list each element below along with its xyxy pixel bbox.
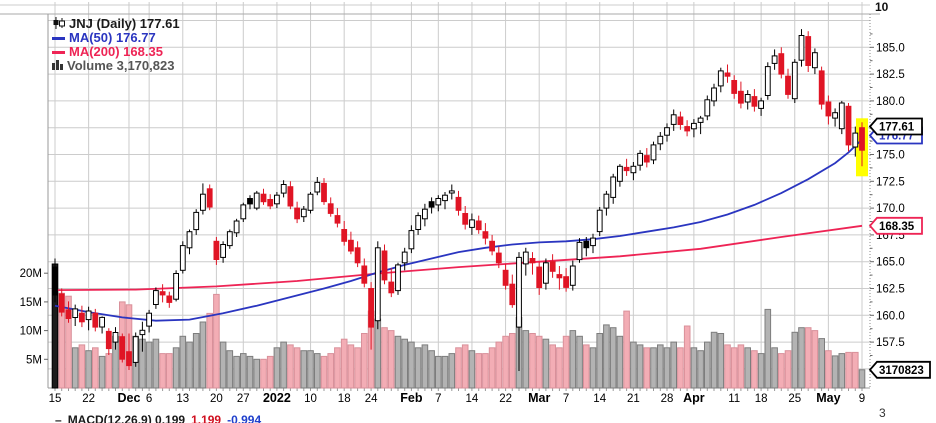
ma50-line (54, 138, 863, 322)
ma50-line-swatch (52, 36, 65, 40)
svg-text:172.5: 172.5 (876, 176, 905, 188)
ma50-legend-row: MA(50) 176.77 (52, 31, 180, 45)
svg-text:170.0: 170.0 (876, 203, 905, 215)
volume-axis: 20M 15M 10M 5M (20, 268, 48, 366)
macd-line-swatch: – (55, 413, 62, 423)
chart-legend: JNJ (Daily) 177.61 MA(50) 176.77 MA(200)… (52, 16, 180, 73)
price-axis: 185.0182.5180.0177.5175.0172.5170.0167.5… (870, 33, 905, 376)
candles (52, 29, 865, 371)
svg-text:160.0: 160.0 (876, 310, 905, 322)
svg-text:6: 6 (146, 393, 152, 405)
svg-text:May: May (816, 391, 840, 405)
svg-text:21: 21 (627, 393, 640, 405)
clipped-upper-pane-label: 10 (875, 0, 889, 14)
svg-text:9: 9 (859, 393, 865, 405)
svg-text:15M: 15M (20, 297, 42, 309)
macd-value-blue: -0.994 (227, 413, 262, 423)
svg-text:Mar: Mar (528, 391, 550, 405)
svg-text:25: 25 (788, 393, 801, 405)
volume-label: Volume 3,170,823 (67, 58, 175, 73)
volume-bars-icon (52, 59, 64, 73)
ma200-line-swatch (52, 50, 65, 54)
svg-text:165.0: 165.0 (876, 257, 905, 269)
svg-text:14: 14 (593, 393, 606, 405)
svg-text:14: 14 (466, 393, 479, 405)
ma200-label: MA(200) 168.35 (69, 44, 163, 59)
svg-text:20: 20 (210, 393, 223, 405)
svg-text:11: 11 (728, 393, 740, 405)
ma200-price-callout: 168.35 (868, 216, 923, 235)
ma200-legend-row: MA(200) 168.35 (52, 45, 180, 59)
svg-text:180.0: 180.0 (876, 96, 905, 108)
svg-text:157.5: 157.5 (876, 337, 905, 349)
ma50-label: MA(50) 176.77 (69, 30, 156, 45)
macd-label: MACD(12,26,9) 0.199 (67, 413, 186, 423)
svg-text:Feb: Feb (400, 391, 423, 405)
volume-legend-row: Volume 3,170,823 (52, 59, 180, 73)
svg-text:24: 24 (365, 393, 378, 405)
volume-callout: 3170823 (868, 360, 931, 379)
svg-text:10: 10 (304, 393, 317, 405)
svg-text:5M: 5M (26, 354, 42, 366)
svg-text:13: 13 (176, 393, 189, 405)
svg-text:177.61: 177.61 (879, 122, 915, 134)
macd-value-red: 1.199 (191, 413, 222, 423)
date-axis: 15 22 Dec 6 13 20 27 2022 10 18 24 Feb 7 14 22 Mar 7 14 21… (49, 391, 866, 405)
svg-text:28: 28 (661, 393, 674, 405)
svg-text:18: 18 (755, 393, 768, 405)
clipped-lower-pane-label: 3 (879, 406, 886, 420)
svg-text:18: 18 (338, 393, 351, 405)
svg-text:Dec: Dec (118, 391, 141, 405)
svg-text:27: 27 (237, 393, 250, 405)
macd-legend-clipped: – MACD(12,26,9) 0.199 1.199 -0.994 (55, 413, 267, 423)
svg-text:22: 22 (499, 393, 512, 405)
svg-text:7: 7 (563, 393, 569, 405)
symbol-title: JNJ (Daily) 177.61 (69, 16, 180, 31)
svg-text:22: 22 (82, 393, 95, 405)
candlestick-icon (52, 16, 66, 32)
last-price-callout: 177.61 (868, 117, 923, 136)
svg-text:10M: 10M (20, 326, 42, 338)
svg-text:Apr: Apr (683, 391, 705, 405)
ma200-line (54, 224, 863, 291)
svg-text:162.5: 162.5 (876, 284, 905, 296)
svg-text:182.5: 182.5 (876, 69, 905, 81)
svg-text:185.0: 185.0 (876, 42, 905, 54)
symbol-legend-row: JNJ (Daily) 177.61 (52, 16, 180, 32)
svg-text:175.0: 175.0 (876, 150, 905, 162)
svg-text:168.35: 168.35 (879, 221, 915, 233)
svg-text:2022: 2022 (263, 391, 291, 405)
svg-text:15: 15 (49, 393, 62, 405)
svg-text:20M: 20M (20, 268, 42, 280)
svg-text:3170823: 3170823 (879, 365, 924, 377)
svg-text:7: 7 (435, 393, 441, 405)
